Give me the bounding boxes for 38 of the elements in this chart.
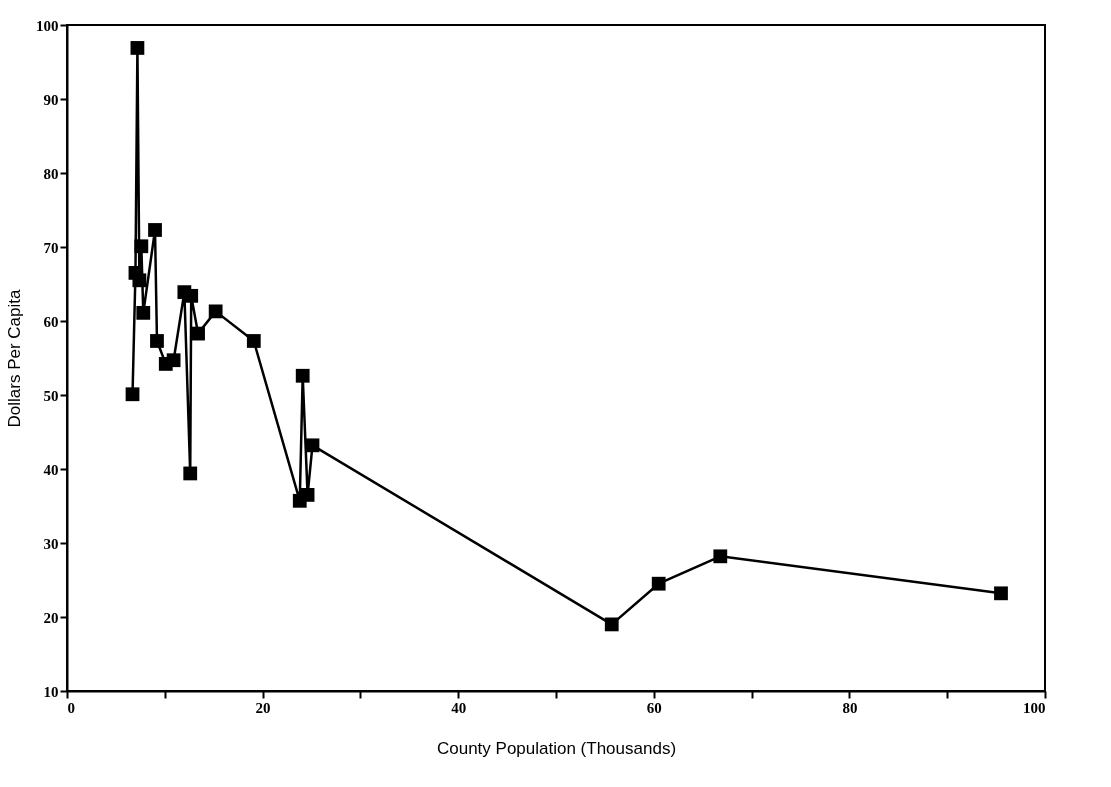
point [136,305,151,320]
y-axis-title: Dollars Per Capita [5,288,24,428]
x-tick-label: 40 [451,699,467,716]
point [150,334,164,348]
point [183,466,198,481]
point [148,223,162,237]
point [651,576,666,591]
point [295,368,310,383]
y-tick-label: 70 [43,239,59,256]
y-tick-label: 60 [43,313,59,330]
y-tick-label: 20 [43,609,59,626]
y-tick-label: 10 [43,683,59,700]
point [130,41,145,55]
x-tick-label: 80 [842,699,858,716]
y-tick-label: 100 [36,17,59,34]
y-tick-label: 50 [43,387,59,404]
point [132,273,147,288]
point [125,387,140,402]
point [300,488,315,502]
point [208,304,223,319]
y-tick-label: 30 [43,535,59,552]
point [134,239,149,254]
point [994,586,1008,601]
point [246,334,261,348]
y-tick-label: 40 [43,461,59,478]
x-tick-label: 60 [646,699,662,716]
point [166,353,181,368]
point [604,617,619,632]
point [305,438,320,453]
y-tick-label: 90 [43,91,59,108]
point [191,326,205,341]
x-tick-label: 0 [67,699,75,716]
y-tick-label: 80 [43,165,59,182]
point [184,288,199,303]
x-tick-label: 100 [1023,699,1046,716]
point [713,549,728,564]
x-tick-label: 20 [255,699,271,716]
x-axis-title: County Population (Thousands) [436,738,677,758]
